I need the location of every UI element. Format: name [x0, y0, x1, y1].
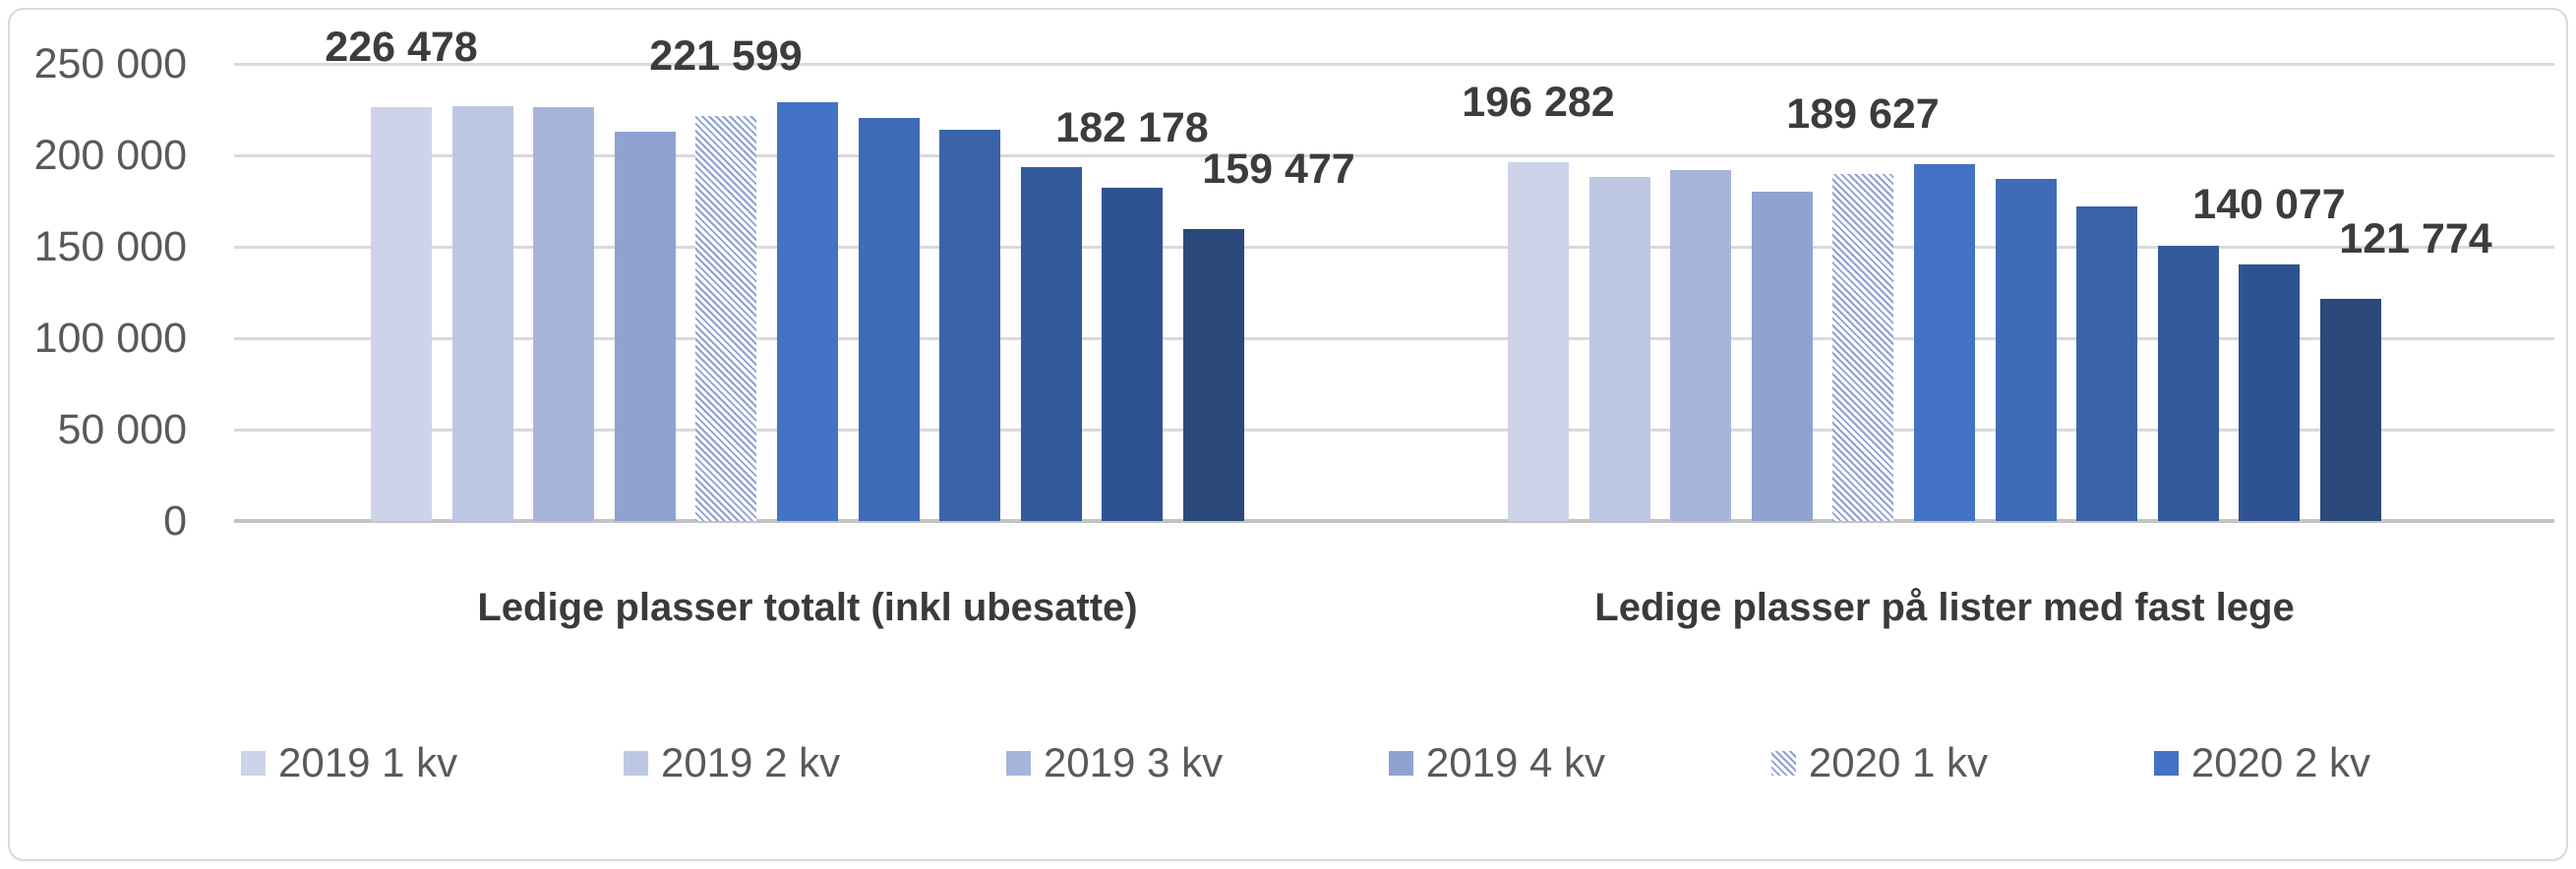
- bar-totalt-3: [533, 107, 594, 521]
- bar-fastlege-7: [1996, 179, 2057, 521]
- bar-totalt-4: [615, 132, 676, 521]
- bar-fastlege-10: [2239, 264, 2300, 521]
- legend-swatch-icon: [241, 750, 266, 776]
- data-label: 140 077: [2192, 181, 2346, 228]
- bar-totalt-10: [1102, 188, 1163, 521]
- bar-totalt-5-hatched: [695, 116, 756, 521]
- y-axis-tick-label: 100 000: [33, 315, 187, 362]
- x-axis-line: [234, 519, 2554, 523]
- data-label: 221 599: [649, 32, 803, 80]
- data-label: 121 774: [2339, 215, 2492, 262]
- legend-item: 2020 2 kv: [2153, 739, 2370, 786]
- bar-totalt-2: [452, 106, 513, 521]
- legend-item: 2019 4 kv: [1388, 739, 1606, 786]
- gridline: [234, 154, 2554, 157]
- legend-swatch-hatched-icon: [1770, 750, 1796, 776]
- legend: 2019 1 kv 2019 2 kv 2019 3 kv 2019 4 kv 2020…: [241, 739, 2370, 786]
- bar-totalt-9: [1021, 167, 1082, 521]
- bar-fastlege-1: [1508, 162, 1569, 521]
- gridline: [234, 337, 2554, 340]
- category-title-totalt: Ledige plasser totalt (inkl ubesatte): [477, 586, 1138, 629]
- data-label: 189 627: [1786, 90, 1940, 138]
- gridline: [234, 429, 2554, 432]
- legend-label: 2019 4 kv: [1425, 739, 1606, 785]
- bar-fastlege-3: [1670, 170, 1731, 521]
- y-axis-tick-label: 50 000: [57, 406, 187, 453]
- legend-label: 2020 1 kv: [1808, 739, 1989, 785]
- legend-item: 2019 3 kv: [1005, 739, 1224, 786]
- bar-totalt-11: [1183, 229, 1244, 521]
- bar-fastlege-5-hatched: [1832, 174, 1893, 521]
- y-axis-tick-label: 150 000: [33, 223, 187, 270]
- legend-label: 2019 2 kv: [660, 739, 841, 785]
- legend-swatch-icon: [2153, 750, 2179, 776]
- bar-totalt-6: [777, 102, 838, 521]
- y-axis-tick-label: 250 000: [33, 40, 187, 87]
- legend-label: 2019 1 kv: [278, 739, 458, 785]
- data-label: 226 478: [325, 24, 478, 71]
- legend-item: 2019 1 kv: [241, 739, 457, 786]
- bar-totalt-8: [939, 130, 1000, 521]
- legend-swatch-icon: [623, 750, 648, 776]
- legend-label: 2020 2 kv: [2190, 739, 2370, 785]
- gridline: [234, 246, 2554, 249]
- y-axis-tick-label: 0: [163, 497, 187, 545]
- data-label: 182 178: [1055, 104, 1209, 151]
- bar-fastlege-11: [2320, 299, 2381, 521]
- legend-swatch-icon: [1388, 750, 1413, 776]
- bar-fastlege-6: [1914, 164, 1975, 521]
- bar-totalt-1: [371, 107, 432, 521]
- bar-totalt-7: [859, 118, 920, 521]
- category-title-fast-lege: Ledige plasser på lister med fast lege: [1594, 586, 2295, 629]
- gridline: [234, 63, 2554, 66]
- bar-fastlege-4: [1752, 192, 1813, 521]
- legend-item: 2019 2 kv: [623, 739, 841, 786]
- y-axis-tick-label: 200 000: [33, 132, 187, 179]
- data-label: 196 282: [1462, 79, 1615, 126]
- legend-swatch-icon: [1005, 750, 1031, 776]
- legend-item: 2020 1 kv: [1770, 739, 1989, 786]
- legend-label: 2019 3 kv: [1043, 739, 1224, 785]
- bar-fastlege-9: [2158, 246, 2219, 521]
- bar-fastlege-8: [2076, 206, 2137, 521]
- bar-fastlege-2: [1589, 177, 1650, 521]
- data-label: 159 477: [1202, 145, 1355, 193]
